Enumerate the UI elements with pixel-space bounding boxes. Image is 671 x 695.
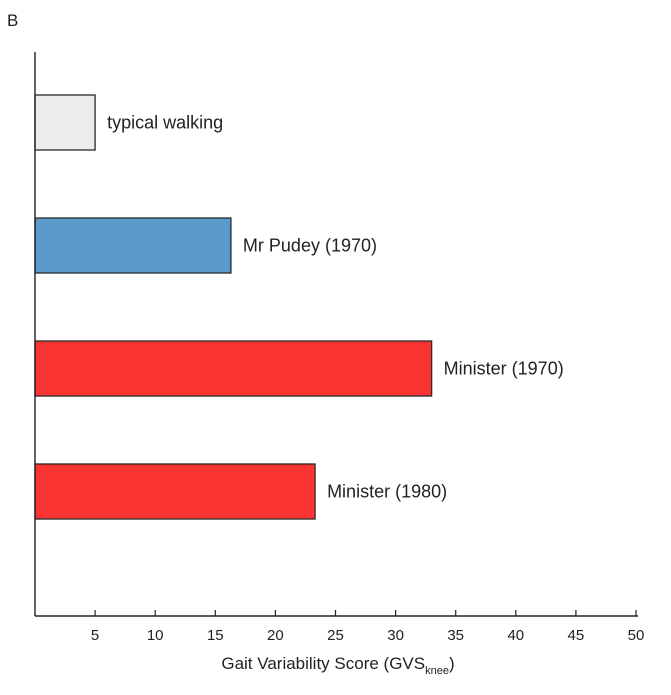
x-tick-label-25: 25: [327, 627, 344, 644]
bar-label-minister-1980: Minister (1980): [327, 482, 447, 502]
bar-label-mr-pudey-1970: Mr Pudey (1970): [243, 236, 377, 256]
x-tick-label-40: 40: [507, 627, 524, 644]
panel-label: B: [7, 11, 18, 30]
x-tick-label-35: 35: [447, 627, 464, 644]
bar-mr-pudey-1970: [34, 217, 232, 274]
bar-minister-1980: [34, 463, 316, 520]
x-tick-label-50: 50: [628, 627, 645, 644]
x-axis-title: Gait Variability Score (GVSknee): [221, 654, 454, 677]
x-ticks-group: 5 10 15 20 25 30 35 40 45 50: [91, 610, 644, 644]
x-tick-label-15: 15: [207, 627, 224, 644]
x-tick-label-5: 5: [91, 627, 99, 644]
x-tick-label-20: 20: [267, 627, 284, 644]
x-tick-label-30: 30: [387, 627, 404, 644]
x-tick-label-10: 10: [147, 627, 164, 644]
bar-typical-walking: [34, 94, 96, 151]
bar-label-typical-walking: typical walking: [107, 113, 223, 133]
x-tick-label-45: 45: [568, 627, 585, 644]
bar-minister-1970: [34, 340, 433, 397]
bar-label-minister-1970: Minister (1970): [444, 359, 564, 379]
bars-group: typical walking Mr Pudey (1970) Minister (…: [34, 94, 564, 520]
axes-group: [34, 52, 638, 617]
